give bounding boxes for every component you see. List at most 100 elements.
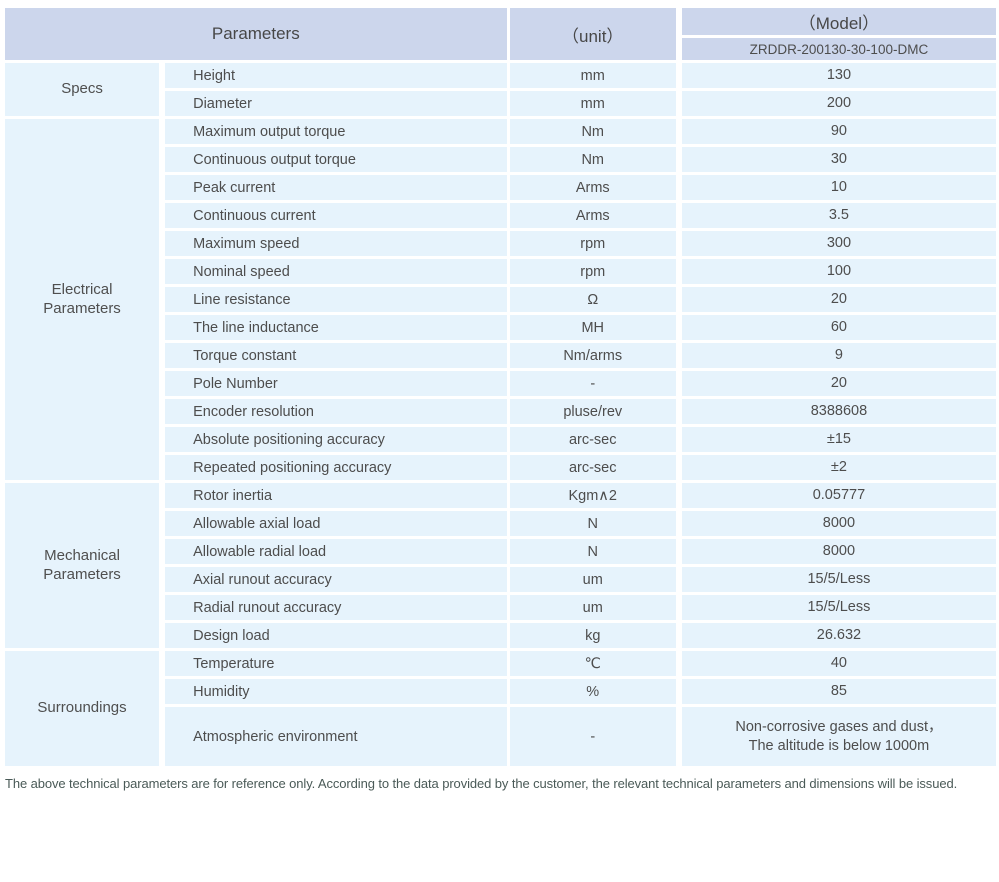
parameter-value: Non-corrosive gases and dust， The altitud… — [681, 707, 996, 769]
parameter-name: Allowable axial load — [165, 511, 510, 539]
parameter-value: 9 — [681, 343, 996, 371]
footer-note: The above technical parameters are for r… — [5, 776, 958, 791]
table-row: Design load kg 26.632 — [5, 623, 996, 651]
spec-table-body: Specs Height mm 130 Diameter mm 200 Electrical … — [5, 63, 996, 769]
parameter-name: Continuous current — [165, 203, 510, 231]
table-row: Humidity% 85 — [5, 679, 996, 707]
parameter-value: ±15 — [681, 427, 996, 455]
table-row: Diameter mm 200 — [5, 91, 996, 119]
parameter-value: 8388608 — [681, 399, 996, 427]
table-row: Pole Number -20 — [5, 371, 996, 399]
parameter-unit: Ω — [509, 287, 682, 315]
parameter-unit: Arms — [509, 203, 682, 231]
parameter-name: Torque constant — [165, 343, 510, 371]
parameter-unit: - — [509, 707, 682, 769]
parameter-name: Atmospheric environment — [165, 707, 510, 769]
section-label-electrical-parameters: Electrical Parameters — [5, 119, 166, 483]
parameter-unit: arc-sec — [509, 455, 682, 483]
parameter-unit: um — [509, 567, 682, 595]
header-parameters: Parameters — [5, 8, 510, 63]
table-row: Allowable radial load N 8000 — [5, 539, 996, 567]
table-row: Surroundings Temperature ℃ 40 — [5, 651, 996, 769]
parameter-value: 10 — [681, 175, 996, 203]
parameter-unit: Arms — [509, 175, 682, 203]
parameter-unit: rpm — [509, 259, 682, 287]
parameter-name: Height — [165, 63, 510, 91]
table-row: Continuous output torque Nm 30 — [5, 147, 996, 175]
table-row: Peak current Arms 10 — [5, 175, 996, 203]
table-row: Encoder resolution pluse/rev 8388608 — [5, 399, 996, 427]
header-unit: （unit） — [509, 8, 682, 63]
parameter-value: 20 — [681, 287, 996, 315]
table-row: Radial runout accuracy um 15/5/Less — [5, 595, 996, 623]
parameter-name: Pole Number — [165, 371, 510, 399]
table-row: Repeated positioning accuracy arc-sec ±2 — [5, 455, 996, 483]
parameter-unit: N — [509, 511, 682, 539]
parameter-value: 3.5 — [681, 203, 996, 231]
table-row: Nominal speed rpm 100 — [5, 259, 996, 287]
parameter-value: 85 — [681, 679, 996, 707]
table-header: Parameters （unit） （Model） ZRDDR-200130-3… — [5, 8, 996, 63]
table-row: Axial runout accuracy um 15/5/Less — [5, 567, 996, 595]
parameter-unit: Nm — [509, 147, 682, 175]
parameter-unit: MH — [509, 315, 682, 343]
table-row: Specs Height mm 130 — [5, 63, 996, 119]
parameter-name: Rotor inertia — [165, 483, 510, 511]
parameter-value: ±2 — [681, 455, 996, 483]
parameter-unit: arc-sec — [509, 427, 682, 455]
table-row: The line inductance MH 60 — [5, 315, 996, 343]
table-row: Electrical Parameters Maximum output torq… — [5, 119, 996, 483]
parameter-unit: mm — [509, 91, 682, 119]
parameter-unit: N — [509, 539, 682, 567]
parameter-name: Maximum speed — [165, 231, 510, 259]
table-row: Line resistance Ω 20 — [5, 287, 996, 315]
parameter-value: 130 — [681, 63, 996, 91]
parameter-name: Repeated positioning accuracy — [165, 455, 510, 483]
table-row: Torque constant Nm/arms 9 — [5, 343, 996, 371]
table-row: Atmospheric environment - Non-corrosive ga… — [5, 707, 996, 769]
parameter-value: 15/5/Less — [681, 595, 996, 623]
table-row: Maximum speed rpm 300 — [5, 231, 996, 259]
parameter-unit: pluse/rev — [509, 399, 682, 427]
parameter-value: 26.632 — [681, 623, 996, 651]
parameter-value: 30 — [681, 147, 996, 175]
parameter-unit: mm — [509, 63, 682, 91]
parameter-name: Line resistance — [165, 287, 510, 315]
parameter-name: Allowable radial load — [165, 539, 510, 567]
parameter-value: 200 — [681, 91, 996, 119]
parameter-value: 20 — [681, 371, 996, 399]
parameter-unit: rpm — [509, 231, 682, 259]
parameter-unit: Nm/arms — [509, 343, 682, 371]
parameter-name: The line inductance — [165, 315, 510, 343]
table-row: Continuous current Arms 3.5 — [5, 203, 996, 231]
parameter-value: 15/5/Less — [681, 567, 996, 595]
header-model: （Model） — [681, 8, 996, 38]
parameter-unit: kg — [509, 623, 682, 651]
parameter-name: Peak current — [165, 175, 510, 203]
parameter-unit: Nm — [509, 119, 682, 147]
spec-table: Parameters （unit） （Model） ZRDDR-200130-3… — [5, 8, 996, 769]
parameter-value: 40 — [681, 651, 996, 679]
parameter-value: 90 — [681, 119, 996, 147]
parameter-value: 8000 — [681, 511, 996, 539]
parameter-name: Absolute positioning accuracy — [165, 427, 510, 455]
parameter-name: Diameter — [165, 91, 510, 119]
section-label-specs: Specs — [5, 63, 166, 119]
parameter-unit: Kgm∧2 — [509, 483, 682, 511]
parameter-value: 8000 — [681, 539, 996, 567]
section-label-mechanical-parameters: Mechanical Parameters — [5, 483, 166, 651]
parameter-name: Continuous output torque — [165, 147, 510, 175]
parameter-unit: % — [509, 679, 682, 707]
parameter-name: Axial runout accuracy — [165, 567, 510, 595]
parameter-value: 0.05777 — [681, 483, 996, 511]
table-row: Mechanical Parameters Rotor inertia Kgm∧2 0… — [5, 483, 996, 651]
parameter-unit: - — [509, 371, 682, 399]
parameter-unit: ℃ — [509, 651, 682, 679]
parameter-name: Maximum output torque — [165, 119, 510, 147]
parameter-name: Humidity — [165, 679, 510, 707]
parameter-value: 60 — [681, 315, 996, 343]
parameter-unit: um — [509, 595, 682, 623]
section-label-surroundings: Surroundings — [5, 651, 166, 769]
parameter-name: Nominal speed — [165, 259, 510, 287]
